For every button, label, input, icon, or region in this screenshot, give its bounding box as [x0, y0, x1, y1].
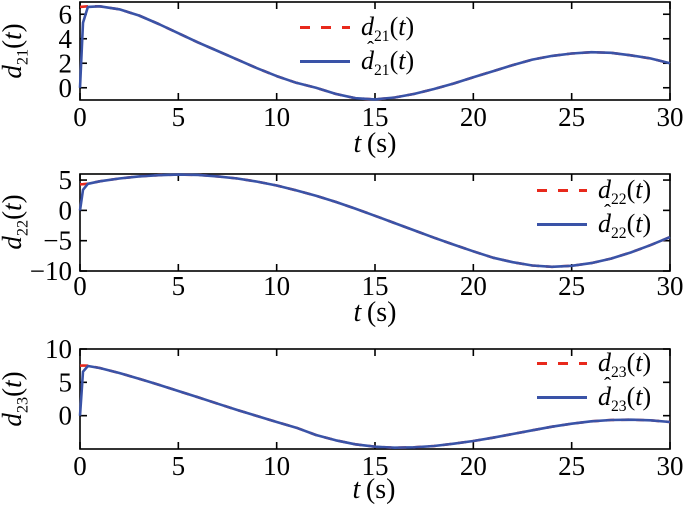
plot-area-d23: 0 5 10 15 20 25 30 0 5 10 — [45, 335, 684, 481]
x-tick-label: 15 — [362, 451, 389, 481]
x-tick-label: 10 — [263, 451, 290, 481]
y-axis-label-d22: d22(t) — [0, 194, 32, 250]
x-tick-label: 15 — [362, 271, 389, 301]
x-axis-label-t-s: t (s) — [352, 474, 396, 505]
plot-area-d22: 0 5 10 15 20 25 30−10−505 — [30, 165, 684, 301]
legend-label-d23-estimate: d ˆ 23(t) — [598, 374, 652, 416]
x-tick-label: 5 — [172, 271, 186, 301]
legend-label-d21-true: d21(t) — [361, 12, 415, 46]
x-tick-label: 0 — [73, 102, 87, 132]
x-tick-label: 20 — [460, 451, 487, 481]
x-tick-label: 20 — [460, 102, 487, 132]
x-tick-label: 30 — [657, 451, 684, 481]
legend-entry-estimate-d22: d ˆ 22(t) — [537, 201, 652, 243]
legend-entry-true-d23: d23(t) — [537, 346, 651, 380]
y-tick-label: 5 — [59, 165, 73, 195]
y-tick-label: −5 — [43, 226, 72, 256]
x-tick-label: 5 — [172, 451, 186, 481]
legend-entry-estimate-d21: d ˆ 21(t) — [300, 38, 415, 80]
x-tick-label: 0 — [73, 451, 87, 481]
y-tick-label: 6 — [59, 0, 73, 29]
x-tick-label: 0 — [73, 271, 87, 301]
y-tick-label: 5 — [59, 367, 73, 397]
y-tick-label: 0 — [59, 73, 73, 103]
legend-d21: d21(t) d ˆ 21(t) — [300, 10, 414, 78]
x-tick-label: 25 — [558, 451, 585, 481]
blue-solid-line-sample — [300, 59, 350, 63]
y-tick-label: −10 — [30, 256, 72, 286]
legend-label-d23-true: d23(t) — [598, 348, 652, 382]
x-axis-label-t-s: t (s) — [353, 128, 397, 159]
red-dashed-line-sample — [300, 25, 350, 29]
estimate-curve — [78, 173, 671, 269]
legend-label-d21-estimate: d ˆ 21(t) — [361, 38, 415, 80]
red-dashed-line-sample — [537, 188, 587, 192]
legend-entry-true-d21: d21(t) — [300, 10, 414, 44]
x-tick-label: 10 — [263, 271, 290, 301]
legend-label-d22-true: d22(t) — [598, 175, 652, 209]
x-tick-label: 10 — [263, 102, 290, 132]
x-tick-label: 25 — [558, 102, 585, 132]
estimate-curve — [78, 364, 671, 449]
x-tick-label: 25 — [558, 271, 585, 301]
legend-d23: d23(t) d ˆ 23(t) — [537, 346, 651, 414]
red-dashed-line-sample — [537, 361, 587, 365]
x-tick-label: 15 — [362, 102, 389, 132]
x-tick-label: 30 — [657, 271, 684, 301]
y-tick-label: 0 — [59, 401, 73, 431]
y-tick-label: 10 — [45, 335, 72, 364]
y-tick-label: 2 — [59, 48, 73, 78]
legend-entry-true-d22: d22(t) — [537, 173, 651, 207]
y-tick-label: 0 — [59, 195, 73, 225]
subplot-d22: 0 5 10 15 20 25 30 −10 −5 0 5 d22(t) t (s) d22(t) … — [0, 160, 685, 335]
x-axis-label-t-s: t (s) — [353, 297, 397, 328]
legend-label-d22-estimate: d ˆ 22(t) — [598, 201, 652, 243]
y-tick-label: 4 — [59, 24, 73, 54]
legend-d22: d22(t) d ˆ 22(t) — [537, 173, 651, 241]
y-axis-label-d23: d23(t) — [0, 371, 32, 427]
x-tick-label: 5 — [172, 102, 186, 132]
x-tick-label: 20 — [460, 271, 487, 301]
legend-entry-estimate-d23: d ˆ 23(t) — [537, 374, 652, 416]
estimate-curve — [78, 5, 671, 101]
blue-solid-line-sample — [537, 395, 587, 399]
blue-solid-line-sample — [537, 222, 587, 226]
x-tick-label: 30 — [657, 102, 684, 132]
